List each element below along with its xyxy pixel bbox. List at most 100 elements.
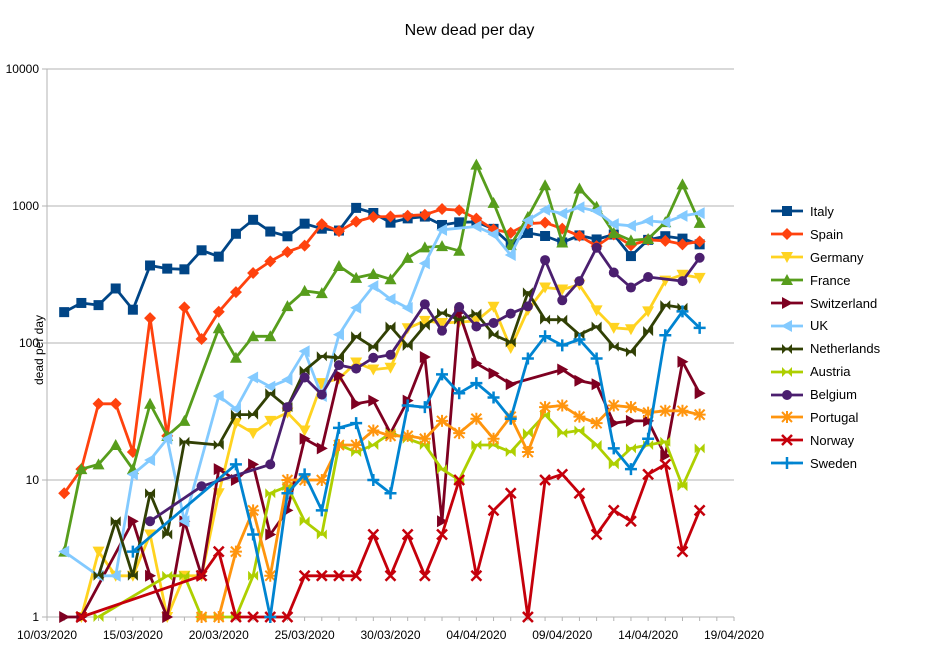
data-point: [126, 545, 139, 558]
data-point: [212, 390, 224, 403]
data-point: [504, 412, 517, 425]
data-point: [590, 205, 602, 218]
legend-label: Belgium: [810, 387, 857, 403]
data-point: [367, 474, 380, 486]
legend-label: Austria: [810, 364, 851, 380]
data-point: [109, 397, 122, 410]
data-point: [333, 352, 344, 363]
legend-swatch: [771, 366, 803, 377]
data-point: [659, 234, 672, 247]
data-point: [315, 287, 328, 299]
data-point: [145, 260, 156, 271]
data-point: [625, 346, 636, 357]
data-point: [660, 300, 671, 311]
data-point: [624, 219, 636, 232]
data-point: [368, 440, 379, 451]
data-point: [144, 529, 157, 541]
data-point: [315, 504, 328, 517]
data-point: [196, 245, 207, 256]
data-point: [58, 545, 70, 558]
legend-label: UK: [810, 318, 829, 334]
data-point: [195, 332, 208, 345]
data-point: [540, 230, 551, 241]
data-point: [454, 314, 465, 325]
data-point: [693, 408, 706, 421]
data-point: [608, 417, 620, 430]
data-point: [488, 317, 499, 328]
data-point: [332, 328, 344, 341]
data-point: [453, 427, 466, 440]
series-netherlands: [93, 287, 688, 581]
data-point: [299, 365, 310, 376]
data-point: [470, 412, 483, 425]
data-point: [487, 228, 499, 241]
data-point: [351, 447, 362, 458]
x-tick-label: 19/04/2020: [704, 628, 764, 642]
data-point: [109, 439, 122, 451]
y-tick-label: 1: [32, 610, 39, 624]
data-point: [590, 352, 603, 365]
data-point: [659, 458, 672, 471]
data-point: [694, 443, 705, 454]
data-point: [332, 225, 345, 238]
data-point: [93, 612, 104, 622]
data-point: [436, 414, 449, 427]
data-point: [93, 300, 104, 311]
data-point: [315, 218, 328, 231]
data-point: [247, 330, 260, 342]
data-point: [591, 242, 602, 253]
data-point: [556, 207, 568, 220]
data-point: [625, 443, 636, 454]
data-point: [299, 432, 311, 445]
data-point: [109, 569, 121, 582]
series-belgium: [145, 242, 705, 527]
data-point: [145, 569, 157, 582]
data-point: [367, 364, 380, 376]
data-point: [419, 320, 430, 331]
data-point: [436, 240, 449, 252]
data-point: [436, 368, 449, 381]
data-point: [539, 203, 551, 216]
data-point: [368, 342, 379, 353]
data-point: [660, 436, 671, 447]
data-point: [419, 299, 430, 310]
data-point: [92, 397, 105, 410]
data-point: [281, 300, 294, 312]
x-tick-label: 04/04/2020: [446, 628, 506, 642]
data-point: [505, 378, 517, 391]
data-point: [625, 414, 637, 427]
data-point: [470, 377, 483, 390]
data-point: [453, 474, 466, 486]
data-point: [454, 302, 465, 313]
data-point: [247, 528, 260, 541]
legend-swatch: [771, 206, 803, 217]
data-point: [282, 402, 293, 413]
legend-item-italy: Italy: [770, 200, 880, 223]
data-point: [505, 447, 516, 458]
data-point: [265, 459, 276, 470]
data-point: [401, 251, 414, 263]
data-point: [607, 399, 620, 412]
series-line-netherlands: [97, 291, 683, 578]
data-point: [590, 305, 603, 317]
legend-label: Portugal: [810, 409, 859, 425]
data-point: [333, 569, 345, 582]
data-point: [676, 238, 689, 251]
series-sweden: [126, 305, 706, 623]
legend-item-france: France: [770, 269, 880, 292]
data-point: [367, 424, 380, 437]
series-uk: [58, 201, 705, 582]
data-point: [92, 546, 105, 558]
legend-swatch: [771, 252, 803, 264]
data-point: [265, 528, 277, 541]
legend-label: Sweden: [810, 455, 857, 471]
data-point: [676, 404, 689, 417]
data-point: [676, 545, 689, 558]
data-point: [453, 204, 466, 217]
data-point: [418, 315, 431, 327]
data-point: [437, 464, 448, 475]
data-point: [781, 252, 793, 264]
data-point: [316, 389, 327, 400]
data-point: [522, 301, 533, 312]
